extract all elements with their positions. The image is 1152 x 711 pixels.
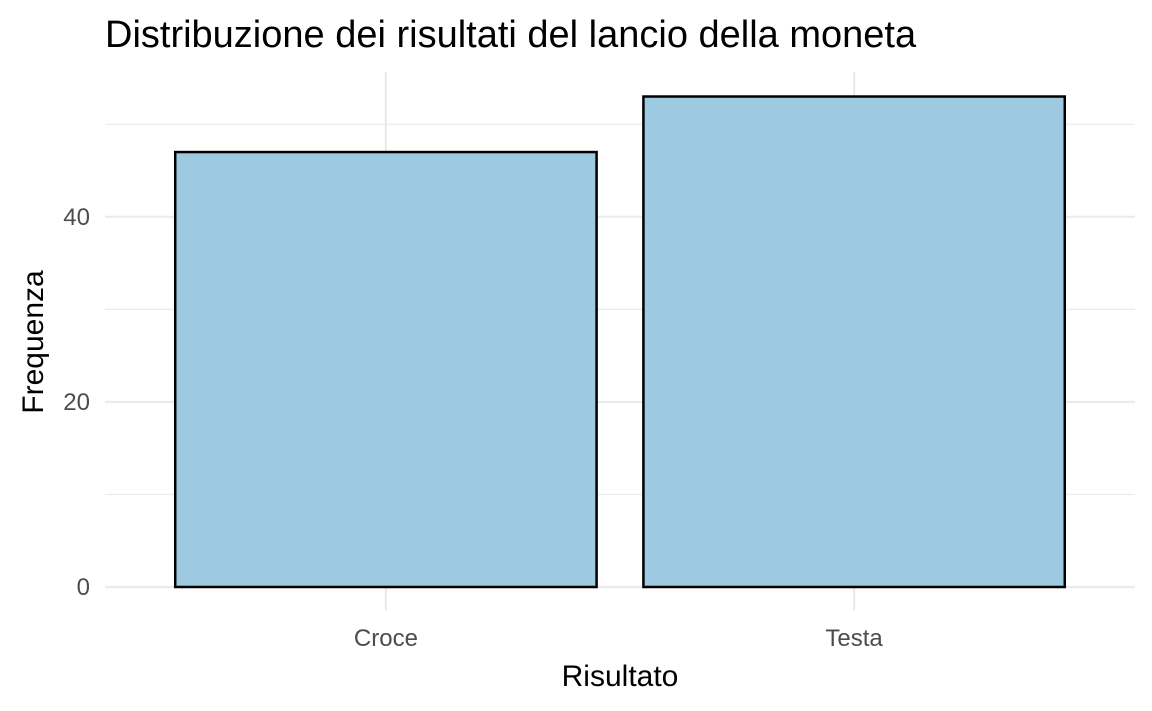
x-axis-tick-labels: Croce Testa xyxy=(354,625,884,652)
y-tick-label: 40 xyxy=(63,204,90,231)
bar-croce xyxy=(173,150,598,589)
y-tick-label: 0 xyxy=(77,574,90,601)
x-axis-title: Risultato xyxy=(562,660,679,693)
y-tick-label: 20 xyxy=(63,389,90,416)
chart-title: Distribuzione dei risultati del lancio d… xyxy=(105,14,917,56)
x-tick-label: Testa xyxy=(825,625,883,652)
bars xyxy=(173,95,1067,589)
bar-testa xyxy=(642,95,1067,589)
y-axis-tick-labels: 0 20 40 xyxy=(63,204,90,601)
x-tick-label: Croce xyxy=(354,625,418,652)
y-axis-title: Frequenza xyxy=(17,270,50,414)
